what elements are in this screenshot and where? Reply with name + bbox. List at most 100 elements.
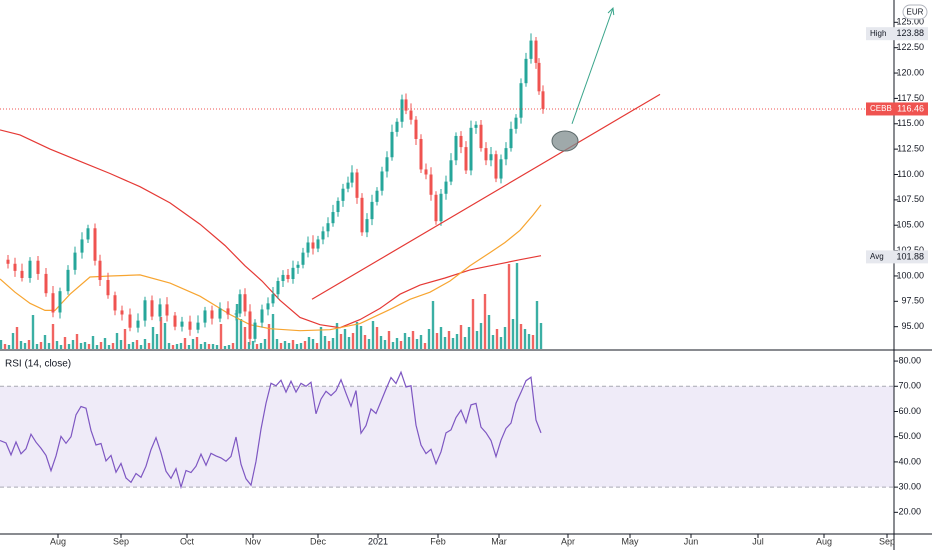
volume-bar: [171, 345, 175, 349]
volume-bar: [283, 341, 287, 349]
candle-body: [504, 148, 508, 160]
volume-bar: [127, 344, 131, 349]
volume-bar: [463, 337, 467, 349]
volume-bar: [219, 324, 223, 349]
time-tick-label: Jul: [752, 536, 764, 546]
volume-bar: [271, 314, 275, 349]
volume-bar: [31, 315, 35, 349]
volume-bar: [419, 335, 423, 349]
volume-bar: [411, 331, 415, 349]
volume-bar: [159, 317, 163, 349]
volume-bar: [435, 333, 439, 349]
volume-bar: [459, 325, 463, 349]
candle-body: [188, 321, 192, 330]
volume-bar: [399, 341, 403, 349]
candle-body: [136, 320, 140, 328]
candle-body: [58, 291, 62, 313]
volume-bar: [395, 338, 399, 349]
volume-bar: [491, 335, 495, 349]
volume-bar: [515, 263, 519, 349]
volume-bar: [287, 343, 291, 349]
volume-bar: [499, 337, 503, 349]
volume-bar: [243, 327, 247, 349]
candle-body: [409, 110, 413, 120]
price-tick-label: 105.00: [896, 220, 924, 230]
rsi-tick-label: 30.00: [898, 481, 921, 491]
candle-body: [524, 58, 528, 84]
volume-bar: [115, 333, 119, 349]
volume-bar: [343, 329, 347, 349]
volume-bar: [75, 334, 79, 349]
candle-body: [365, 219, 369, 233]
candle-body: [519, 83, 523, 118]
candle-body: [429, 174, 433, 195]
candle-body: [6, 259, 10, 264]
volume-bar: [131, 342, 135, 349]
volume-bar: [331, 338, 335, 349]
candle-body: [120, 310, 124, 315]
volume-bar: [431, 301, 435, 349]
candle-body: [537, 62, 541, 92]
candle-body: [479, 124, 483, 149]
volume-bar: [95, 345, 99, 349]
volume-bar: [207, 344, 211, 349]
volume-bar: [295, 344, 299, 349]
candle-body: [341, 188, 345, 201]
volume-bar: [303, 341, 307, 349]
volume-bar: [59, 345, 63, 349]
candle-body: [419, 138, 423, 170]
rsi-tick-label: 80.00: [898, 355, 921, 365]
candle-body: [266, 303, 270, 310]
volume-bar: [335, 323, 339, 349]
candle-body: [218, 308, 222, 319]
candle-body: [260, 309, 264, 323]
volume-bar: [291, 340, 295, 349]
volume-bar: [439, 327, 443, 349]
volume-bar: [111, 343, 115, 349]
volume-bar: [87, 344, 91, 349]
candle-body: [474, 124, 478, 128]
time-tick-label: Jun: [684, 536, 699, 546]
volume-bar: [99, 342, 103, 349]
price-tick-label: 100.00: [896, 270, 924, 280]
currency-label: EUR: [907, 8, 924, 17]
candle-body: [346, 182, 350, 189]
candle-body: [291, 267, 295, 279]
volume-bar: [215, 345, 219, 349]
volume-bar: [211, 344, 215, 349]
price-tick-label: 120.00: [896, 67, 924, 77]
candle-body: [494, 154, 498, 179]
volume-bar: [79, 343, 83, 349]
volume-bar: [531, 335, 535, 349]
volume-bar: [527, 334, 531, 349]
high-badge-value: 123.88: [896, 28, 924, 38]
volume-bar: [179, 343, 183, 349]
candle-body: [143, 300, 147, 321]
candle-body: [484, 148, 488, 161]
volume-bar: [15, 327, 19, 349]
rsi-layer: RSI (14, close): [0, 359, 542, 490]
candle-body: [326, 223, 330, 232]
volume-bar: [363, 335, 367, 349]
volume-bar: [167, 343, 171, 349]
volume-bar: [535, 301, 539, 349]
avg-badge-value: 101.88: [896, 251, 924, 261]
axes-layer: 95.00 97.50 100.00 102.50 105.00 107.50 110.00…: [50, 17, 924, 547]
candle-body: [301, 252, 305, 265]
volume-bar: [387, 331, 391, 349]
volume-bar: [319, 327, 323, 349]
volume-bar: [315, 343, 319, 349]
volume-bar: [299, 343, 303, 349]
volume-bar: [7, 345, 11, 349]
volume-bar: [223, 346, 227, 349]
candle-body: [180, 321, 184, 327]
candle-body: [281, 274, 285, 282]
price-tick-label: 95.00: [901, 321, 924, 331]
volume-bar: [83, 342, 87, 349]
volume-bar: [427, 329, 431, 349]
high-badge-name: High: [870, 29, 886, 38]
volume-bar: [407, 337, 411, 349]
candle-body: [529, 40, 533, 59]
candle-body: [165, 304, 169, 316]
volume-bar: [539, 323, 543, 349]
